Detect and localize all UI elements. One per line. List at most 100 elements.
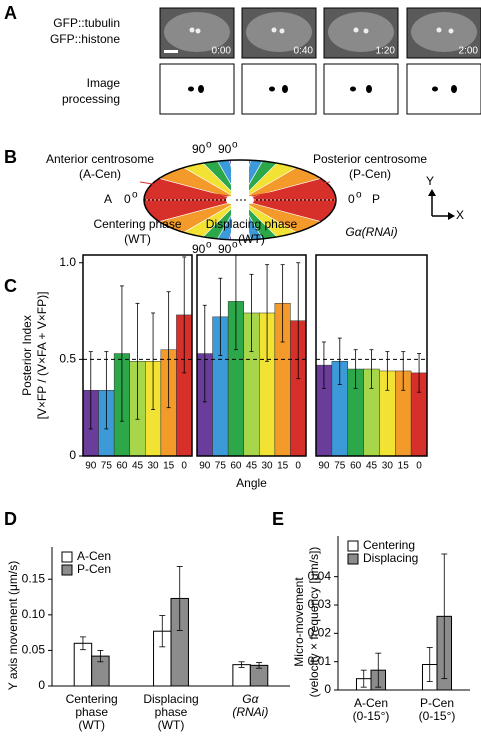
p-label: P [372, 192, 380, 206]
blob [350, 86, 356, 92]
y-axis-label: [V×FP / (V×FA + V×FP)] [35, 292, 49, 420]
x-tick-label: 0 [181, 461, 187, 472]
plot-frame [82, 254, 193, 457]
degree: o [132, 190, 138, 201]
angle-label: 0 [124, 192, 131, 206]
x-tick-label: 45 [132, 461, 144, 472]
timestamp: 1:20 [376, 46, 396, 57]
arrow-head [428, 189, 455, 220]
subplot-title: Centering phase [93, 217, 181, 231]
x-tick-label: 15 [277, 461, 289, 472]
axis-y-label: Y [426, 174, 434, 188]
legend-label: P-Cen [77, 562, 111, 576]
blob [282, 85, 288, 93]
legend-label: Centering [363, 538, 415, 552]
diagram [139, 159, 337, 241]
anterior-label: (A-Cen) [79, 167, 121, 181]
processed-image [159, 63, 235, 115]
panel-label: E [272, 509, 284, 529]
legend-swatch [61, 564, 73, 576]
panel-label: A [4, 3, 17, 23]
processing-label: Image [87, 76, 121, 90]
x-tick-label: Displacing [143, 692, 198, 706]
y-axis-label: Y axis movement (μm/s) [6, 561, 20, 690]
blob [366, 85, 372, 93]
pointer [251, 181, 331, 197]
angle-label: 90 [218, 242, 232, 256]
x-tick-label: 30 [148, 461, 160, 472]
x-tick-label: 30 [262, 461, 274, 472]
y-tick-label: 0.10 [22, 607, 46, 621]
legend-label: Displacing [363, 551, 418, 565]
channel-label: GFP::tubulin [53, 16, 120, 30]
embryo [328, 12, 394, 52]
posterior-label: (P-Cen) [349, 167, 391, 181]
blob [188, 86, 194, 92]
x-tick-label: Gα [242, 692, 259, 706]
spot [448, 28, 454, 34]
spot [271, 27, 277, 33]
x-tick-label: 75 [101, 461, 113, 472]
angle-label: 90 [218, 142, 232, 156]
x-tick-label: Centering [66, 692, 118, 706]
x-tick-label: 45 [246, 461, 258, 472]
x-tick-label: 15 [398, 461, 410, 472]
embryo [246, 12, 312, 52]
x-tick-label: 90 [318, 461, 330, 472]
x-tick-label: (0-15°) [419, 709, 456, 723]
spot [353, 27, 359, 33]
channel-label: GFP::histone [50, 32, 120, 46]
x-tick-label: 0 [295, 461, 301, 472]
x-tick-label: 90 [199, 461, 211, 472]
x-tick-label: 60 [230, 461, 242, 472]
y-tick-label: 0.02 [308, 626, 332, 640]
processed-image [241, 63, 317, 115]
wedge [144, 199, 241, 240]
timestamp: 0:00 [212, 46, 232, 57]
image-strip: 0:00 0:40 1:20 2:00 [159, 7, 481, 115]
legend-label: A-Cen [77, 549, 111, 563]
x-tick-label: 60 [350, 461, 362, 472]
x-tick-label: (RNAi) [232, 705, 268, 719]
x-tick-label: 45 [366, 461, 378, 472]
subplot-title: Displacing phase [206, 217, 298, 231]
angle-label: 90 [192, 242, 206, 256]
spot [189, 27, 195, 33]
wedge [239, 199, 336, 240]
x-tick-label: (WT) [158, 718, 185, 732]
axis-x-label: X [456, 208, 464, 222]
wedge [144, 160, 241, 201]
degree: o [206, 240, 212, 251]
processed-image [406, 63, 481, 115]
blob [432, 86, 438, 92]
x-tick-label: 30 [382, 461, 394, 472]
y-axis-label: (velocity × frequency [μm/s]) [307, 547, 321, 698]
spot [279, 28, 285, 34]
legend-swatch [61, 551, 73, 563]
y-tick-label: 0 [69, 448, 76, 462]
y-tick-label: 1.0 [59, 255, 76, 269]
anterior-label: Anterior centrosome [46, 152, 154, 166]
x-tick-label: 75 [334, 461, 346, 472]
degree: o [206, 140, 212, 151]
degree: o [232, 140, 238, 151]
wedge [239, 199, 336, 240]
y-tick-label: 0.5 [59, 352, 76, 366]
subplot-title: Gα(RNAi) [345, 225, 397, 239]
y-axis-label: Micro-movement [292, 577, 306, 667]
panel-label: C [4, 276, 17, 296]
wedge [239, 160, 336, 201]
processed-image [323, 63, 399, 115]
degree: o [356, 190, 362, 201]
x-tick-label: P-Cen [420, 696, 454, 710]
legend-swatch [347, 540, 359, 552]
wedge [239, 160, 336, 201]
angle-label: 0 [348, 192, 355, 206]
subplot-subtitle: (WT) [238, 232, 265, 246]
panel-label: D [4, 509, 17, 529]
y-tick-label: 0 [38, 678, 45, 692]
x-tick-label: (0-15°) [353, 709, 390, 723]
wedge [144, 199, 241, 240]
x-tick-label: phase [155, 705, 188, 719]
